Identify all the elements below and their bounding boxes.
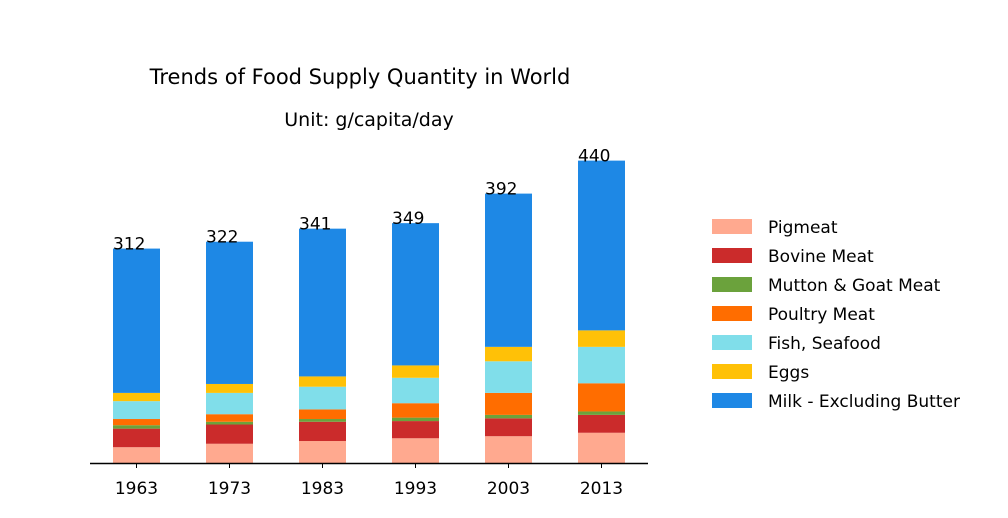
bar-segment-poultry-meat-2013 bbox=[578, 383, 625, 412]
bar-segment-mutton-goat-meat-1993 bbox=[392, 417, 439, 422]
bar-segment-pigmeat-1983 bbox=[299, 441, 346, 463]
bar-segment-fish-seafood-1993 bbox=[392, 377, 439, 404]
legend-swatch-fish-seafood bbox=[712, 335, 752, 350]
bar-segment-eggs-1973 bbox=[206, 383, 253, 393]
total-labels-group: 312 322 341 349 392 440 bbox=[113, 147, 610, 255]
legend-label-poultry-meat: Poultry Meat bbox=[768, 305, 875, 325]
bar-segment-pigmeat-1993 bbox=[392, 438, 439, 463]
legend-label-bovine-meat: Bovine Meat bbox=[768, 247, 874, 267]
x-tick-label-2003: 2003 bbox=[487, 479, 530, 499]
x-tick-label-2013: 2013 bbox=[580, 479, 623, 499]
bar-segment-bovine-meat-1983 bbox=[299, 421, 346, 442]
bar-segment-poultry-meat-1963 bbox=[113, 419, 160, 426]
chart-title: Trends of Food Supply Quantity in World bbox=[149, 65, 571, 89]
legend-swatch-mutton-goat-meat bbox=[712, 277, 752, 292]
bar-segment-poultry-meat-1993 bbox=[392, 403, 439, 418]
x-tick-label-1973: 1973 bbox=[208, 479, 251, 499]
bar-segment-poultry-meat-2003 bbox=[485, 392, 532, 415]
total-label-1983: 341 bbox=[299, 215, 331, 235]
bar-segment-pigmeat-1963 bbox=[113, 447, 160, 463]
chart-subtitle: Unit: g/capita/day bbox=[284, 109, 453, 131]
legend-label-milk-excluding-butter: Milk - Excluding Butter bbox=[768, 392, 960, 412]
x-tick-labels-group: 1963 1973 1983 1993 2003 2013 bbox=[115, 463, 623, 499]
bar-segment-milk-excluding-butter-2003 bbox=[485, 193, 532, 347]
bar-segment-mutton-goat-meat-1983 bbox=[299, 419, 346, 422]
bar-segment-milk-excluding-butter-1973 bbox=[206, 241, 253, 384]
x-tick-label-1993: 1993 bbox=[394, 479, 437, 499]
bar-segment-eggs-1963 bbox=[113, 392, 160, 402]
bar-segment-fish-seafood-2003 bbox=[485, 361, 532, 393]
legend-swatch-pigmeat bbox=[712, 219, 752, 234]
total-label-1963: 312 bbox=[113, 235, 145, 255]
bars-group bbox=[113, 160, 625, 463]
bar-segment-eggs-1983 bbox=[299, 376, 346, 387]
bar-segment-pigmeat-2013 bbox=[578, 432, 625, 463]
bar-segment-poultry-meat-1983 bbox=[299, 409, 346, 420]
x-tick-label-1963: 1963 bbox=[115, 479, 158, 499]
bar-segment-mutton-goat-meat-1963 bbox=[113, 425, 160, 429]
bar-segment-fish-seafood-2013 bbox=[578, 346, 625, 384]
bar-segment-bovine-meat-2013 bbox=[578, 414, 625, 433]
bar-segment-milk-excluding-butter-1993 bbox=[392, 223, 439, 366]
bar-segment-bovine-meat-1973 bbox=[206, 424, 253, 444]
bar-segment-milk-excluding-butter-2013 bbox=[578, 160, 625, 331]
total-label-2013: 440 bbox=[578, 147, 610, 167]
bar-segment-mutton-goat-meat-1973 bbox=[206, 421, 253, 425]
bar-segment-pigmeat-1973 bbox=[206, 443, 253, 463]
legend: Pigmeat Bovine Meat Mutton & Goat Meat Poul… bbox=[712, 218, 960, 412]
bar-segment-pigmeat-2003 bbox=[485, 436, 532, 463]
bar-segment-poultry-meat-1973 bbox=[206, 414, 253, 422]
bar-segment-mutton-goat-meat-2013 bbox=[578, 411, 625, 415]
bar-segment-fish-seafood-1983 bbox=[299, 386, 346, 410]
bar-segment-eggs-2003 bbox=[485, 346, 532, 362]
bar-segment-bovine-meat-2003 bbox=[485, 418, 532, 437]
legend-swatch-eggs bbox=[712, 364, 752, 379]
legend-label-pigmeat: Pigmeat bbox=[768, 218, 838, 238]
legend-label-eggs: Eggs bbox=[768, 363, 809, 383]
x-tick-label-1983: 1983 bbox=[301, 479, 344, 499]
bar-segment-bovine-meat-1963 bbox=[113, 428, 160, 448]
bar-segment-fish-seafood-1963 bbox=[113, 401, 160, 420]
total-label-2003: 392 bbox=[485, 180, 517, 200]
legend-swatch-milk-excluding-butter bbox=[712, 393, 752, 408]
bar-segment-milk-excluding-butter-1983 bbox=[299, 228, 346, 377]
bar-segment-milk-excluding-butter-1963 bbox=[113, 248, 160, 393]
bar-segment-eggs-1993 bbox=[392, 365, 439, 378]
legend-label-fish-seafood: Fish, Seafood bbox=[768, 334, 881, 354]
bar-segment-bovine-meat-1993 bbox=[392, 421, 439, 439]
bar-segment-fish-seafood-1973 bbox=[206, 392, 253, 415]
bar-segment-mutton-goat-meat-2003 bbox=[485, 414, 532, 419]
legend-swatch-bovine-meat bbox=[712, 248, 752, 263]
total-label-1993: 349 bbox=[392, 209, 424, 229]
bar-segment-eggs-2013 bbox=[578, 330, 625, 347]
total-label-1973: 322 bbox=[206, 228, 238, 248]
legend-swatch-poultry-meat bbox=[712, 306, 752, 321]
legend-label-mutton-goat-meat: Mutton & Goat Meat bbox=[768, 276, 941, 296]
